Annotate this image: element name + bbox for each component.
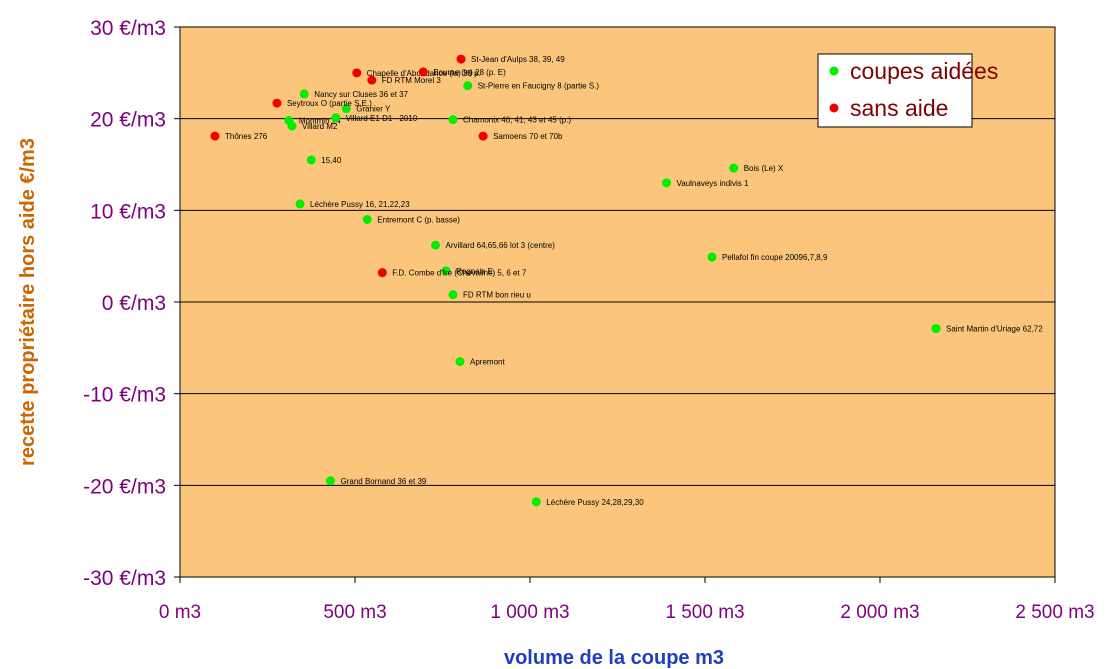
data-point [456, 54, 466, 64]
data-point [326, 476, 335, 486]
y-axis-label: recette propriétaire hors aide €/m3 [17, 138, 39, 466]
y-tick-label: 30 €/m3 [90, 17, 166, 40]
y-tick-label: -10 €/m3 [83, 384, 166, 407]
data-point-label: Léchère Pussy 24,28,29,30 [546, 498, 644, 507]
data-point [331, 113, 341, 123]
data-point-label: FD RTM bon rieu u [463, 291, 531, 300]
data-point [441, 266, 451, 276]
data-point-label: Pellafol fin coupe 20096,7,8,9 [722, 253, 828, 262]
y-tick-label: 20 €/m3 [90, 109, 166, 132]
data-point-label: Granier Y [356, 105, 391, 114]
data-point [448, 290, 458, 300]
legend-box [817, 53, 973, 128]
data-point-label: Grand Bornand 36 et 39 [341, 477, 427, 486]
data-point-label: Villard M2 [302, 122, 338, 131]
data-point [418, 67, 428, 77]
legend-marker-coupes-aidees [829, 66, 839, 76]
data-point [478, 131, 488, 141]
data-point-label: Montmin 24 [299, 117, 341, 126]
x-axis: 0 m3 500 m3 1 000 m3 1 500 m3 2 000 m3 2 500 … [159, 577, 1095, 623]
data-point-label: Léchère Pussy 16, 21,22,23 [310, 200, 410, 209]
legend: coupes aidées sans aide [817, 53, 998, 128]
data-point-label: Arvillard 64,65,66 lot 3 (centre) [446, 241, 556, 250]
data-point-label: FD RTM Morel 3 [382, 76, 442, 85]
data-point-label: Saint Martin d'Uriage 62,72 [946, 325, 1043, 334]
data-point [431, 240, 440, 250]
data-point [341, 104, 351, 114]
data-point [463, 81, 473, 91]
x-tick-label: 0 m3 [159, 602, 201, 623]
x-tick-label: 500 m3 [323, 602, 386, 623]
y-tick-label: 10 €/m3 [90, 200, 166, 223]
data-point-label: Vaulnaveys indivis 1 [677, 179, 749, 188]
data-point-label: Entremont C (p. basse) [377, 216, 460, 225]
y-axis: 30 €/m3 20 €/m3 10 €/m3 0 €/m3 -10 €/m3 -20 €… [83, 17, 180, 590]
data-point-label: St-Pierre en Faucigny 8 (partie S.) [478, 82, 600, 91]
data-point-label: 15,40 [321, 156, 342, 165]
x-tick-label: 2 000 m3 [840, 602, 919, 623]
y-tick-label: -20 €/m3 [83, 475, 166, 498]
y-tick-label: 0 €/m3 [102, 292, 166, 315]
y-tick-label: -30 €/m3 [83, 567, 166, 590]
data-point [210, 131, 220, 141]
data-point [662, 178, 671, 188]
legend-label-sans-aide: sans aide [850, 95, 948, 121]
data-point [707, 252, 717, 262]
data-point-label: Bois (Le) X [744, 164, 784, 173]
x-tick-label: 1 000 m3 [490, 602, 569, 623]
data-point [377, 268, 387, 278]
data-point [367, 75, 377, 85]
data-point [362, 215, 372, 224]
data-point-label: Rognaix E [456, 267, 493, 276]
data-point-label: Chamonix 40, 41, 43 et 45 (p.) [463, 116, 571, 125]
data-point-label: Samoens 70 et 70b [493, 132, 563, 141]
legend-label-coupes-aidees: coupes aidées [850, 58, 998, 84]
data-point [295, 199, 305, 209]
data-point-label: Bourne (le) 28 (p. E) [433, 68, 506, 77]
data-point [299, 89, 309, 99]
data-point [729, 163, 739, 173]
data-point-label: Apremont [470, 358, 505, 367]
data-point-label: Villard E1 D1 - 2010 [346, 114, 418, 123]
data-point-label: St-Jean d'Aulps 38, 39, 49 [471, 55, 565, 64]
data-point [287, 121, 297, 131]
data-point [272, 98, 282, 108]
data-point [448, 115, 458, 125]
data-point [531, 497, 541, 507]
x-tick-label: 2 500 m3 [1015, 602, 1094, 623]
x-tick-label: 1 500 m3 [665, 602, 744, 623]
data-point-label: Thônes 276 [225, 132, 268, 141]
data-point-label: F.D. Combe d'Ire (Chevaline) 5, 6 et 7 [392, 269, 527, 278]
data-point [931, 324, 941, 334]
legend-marker-sans-aide [829, 103, 839, 113]
data-point [306, 155, 316, 165]
data-point-label: Nancy sur Cluses 36 et 37 [314, 90, 408, 99]
data-point-label: Seytroux O (partie S.E.) [287, 99, 372, 108]
x-axis-label: volume de la coupe m3 [504, 647, 724, 669]
data-point [455, 357, 465, 367]
data-point [352, 68, 362, 78]
